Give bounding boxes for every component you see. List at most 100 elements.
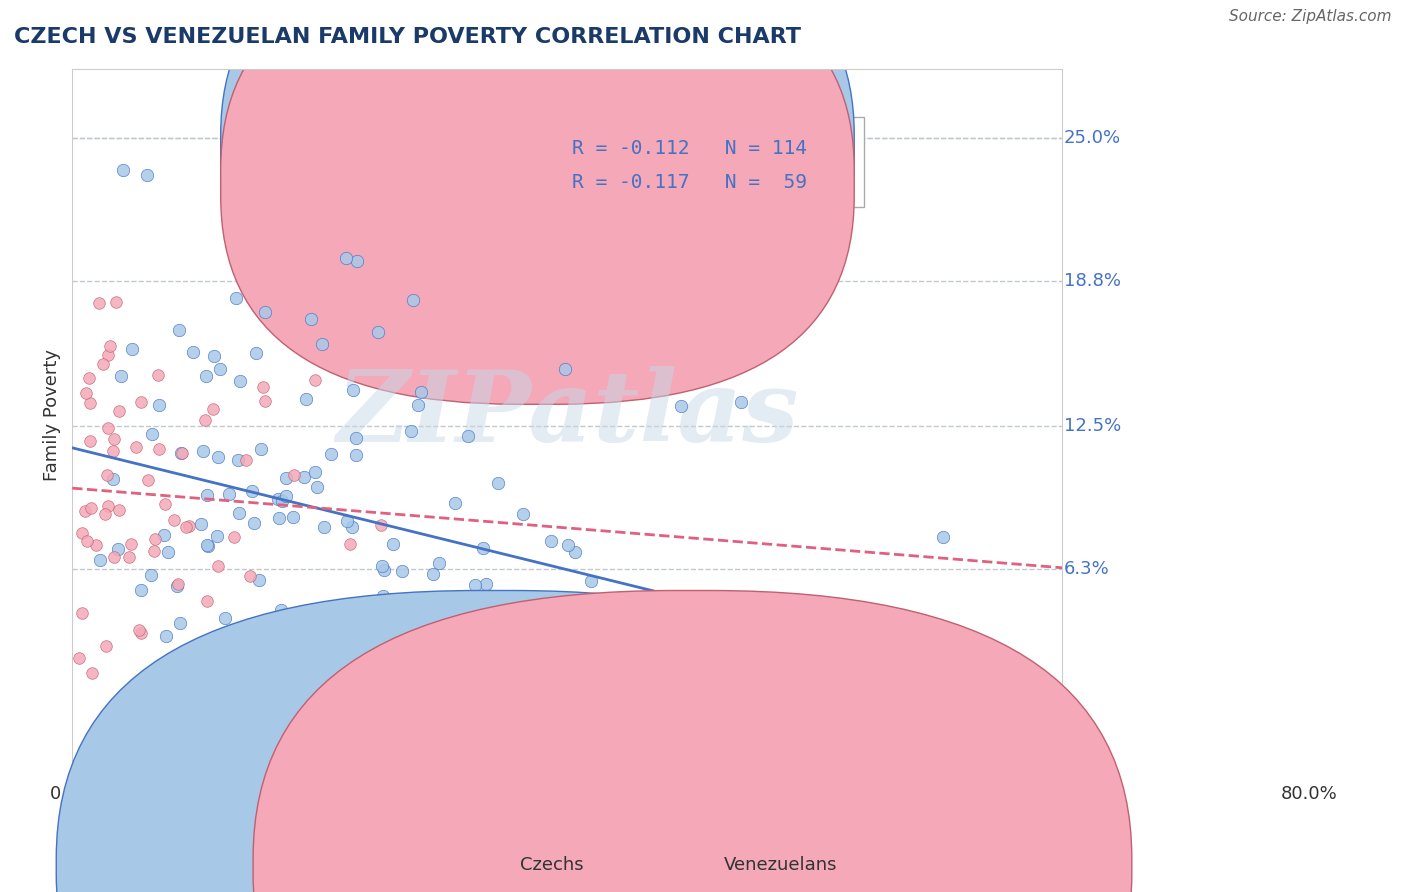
Text: Source: ZipAtlas.com: Source: ZipAtlas.com xyxy=(1229,9,1392,24)
Point xyxy=(135,168,157,182)
Point xyxy=(371,589,394,603)
Point xyxy=(163,513,186,527)
Point xyxy=(402,293,425,308)
Point xyxy=(304,466,326,480)
Point xyxy=(107,403,129,417)
FancyBboxPatch shape xyxy=(508,117,865,207)
Point xyxy=(457,429,479,443)
Point xyxy=(578,603,600,617)
Point xyxy=(249,442,271,457)
Point xyxy=(427,556,450,570)
Point xyxy=(120,537,142,551)
Point xyxy=(79,395,101,409)
Point xyxy=(373,563,395,577)
Point xyxy=(121,342,143,356)
Point xyxy=(97,499,120,513)
Point xyxy=(283,509,305,524)
Point xyxy=(357,728,380,742)
Point xyxy=(103,432,125,446)
Point xyxy=(70,606,93,620)
Text: 0.0%: 0.0% xyxy=(49,785,96,803)
Point xyxy=(96,347,118,361)
Point xyxy=(342,383,364,397)
Point xyxy=(335,251,357,265)
Point xyxy=(409,384,432,399)
Point xyxy=(253,394,276,409)
Point xyxy=(439,636,461,650)
Point xyxy=(190,516,212,531)
Point xyxy=(170,446,193,460)
Point xyxy=(197,539,219,553)
Point xyxy=(932,530,955,544)
Point xyxy=(169,323,191,337)
Point xyxy=(202,349,225,363)
Point xyxy=(166,577,188,591)
Point xyxy=(243,516,266,530)
Point xyxy=(108,502,131,516)
Point xyxy=(263,680,285,694)
Point xyxy=(181,345,204,359)
Point xyxy=(252,379,274,393)
Point xyxy=(370,558,392,573)
Point xyxy=(513,754,536,768)
Point xyxy=(139,568,162,582)
Point xyxy=(101,472,124,486)
Point xyxy=(155,497,177,511)
Point xyxy=(174,520,197,534)
Point xyxy=(571,611,593,625)
Point xyxy=(148,399,170,413)
Point xyxy=(339,537,361,551)
Point xyxy=(155,629,177,643)
Point xyxy=(346,254,368,268)
Point xyxy=(208,362,231,376)
Point xyxy=(276,471,298,485)
Point xyxy=(406,398,429,412)
Point xyxy=(67,651,90,665)
Text: R = -0.117   N =  59: R = -0.117 N = 59 xyxy=(572,173,807,193)
Point xyxy=(380,703,402,717)
Point xyxy=(304,373,326,387)
Point xyxy=(420,749,443,764)
Text: R = -0.112   N = 114: R = -0.112 N = 114 xyxy=(572,138,807,158)
Text: CZECH VS VENEZUELAN FAMILY POVERTY CORRELATION CHART: CZECH VS VENEZUELAN FAMILY POVERTY CORRE… xyxy=(14,27,801,46)
Point xyxy=(564,545,586,559)
Point xyxy=(179,518,201,533)
Point xyxy=(218,487,240,501)
Point xyxy=(342,520,364,534)
Point xyxy=(148,442,170,456)
Point xyxy=(131,626,153,640)
Text: Venezuelans: Venezuelans xyxy=(724,856,838,874)
Point xyxy=(382,537,405,551)
FancyBboxPatch shape xyxy=(221,0,855,369)
Point xyxy=(346,431,368,445)
Y-axis label: Family Poverty: Family Poverty xyxy=(44,349,60,481)
Point xyxy=(579,574,602,589)
Point xyxy=(540,533,562,548)
Point xyxy=(214,611,236,625)
Point xyxy=(283,468,305,483)
Point xyxy=(131,583,153,598)
Point xyxy=(711,625,734,640)
Point xyxy=(554,362,576,376)
Point xyxy=(157,545,180,559)
Point xyxy=(169,616,191,631)
Point xyxy=(475,577,498,591)
Point xyxy=(75,386,97,401)
Point xyxy=(89,553,111,567)
Point xyxy=(311,630,333,644)
Point xyxy=(292,706,315,720)
Point xyxy=(295,392,318,406)
Point xyxy=(370,518,392,533)
Point xyxy=(136,473,159,487)
Text: 25.0%: 25.0% xyxy=(1064,128,1121,147)
Point xyxy=(152,703,174,717)
Point xyxy=(266,491,288,506)
Point xyxy=(669,399,692,413)
Point xyxy=(257,630,280,644)
FancyBboxPatch shape xyxy=(221,0,855,404)
Point xyxy=(229,374,252,388)
Point xyxy=(76,534,98,549)
Text: 6.3%: 6.3% xyxy=(1064,560,1109,578)
Point xyxy=(506,754,529,768)
Text: Czechs: Czechs xyxy=(387,805,450,824)
